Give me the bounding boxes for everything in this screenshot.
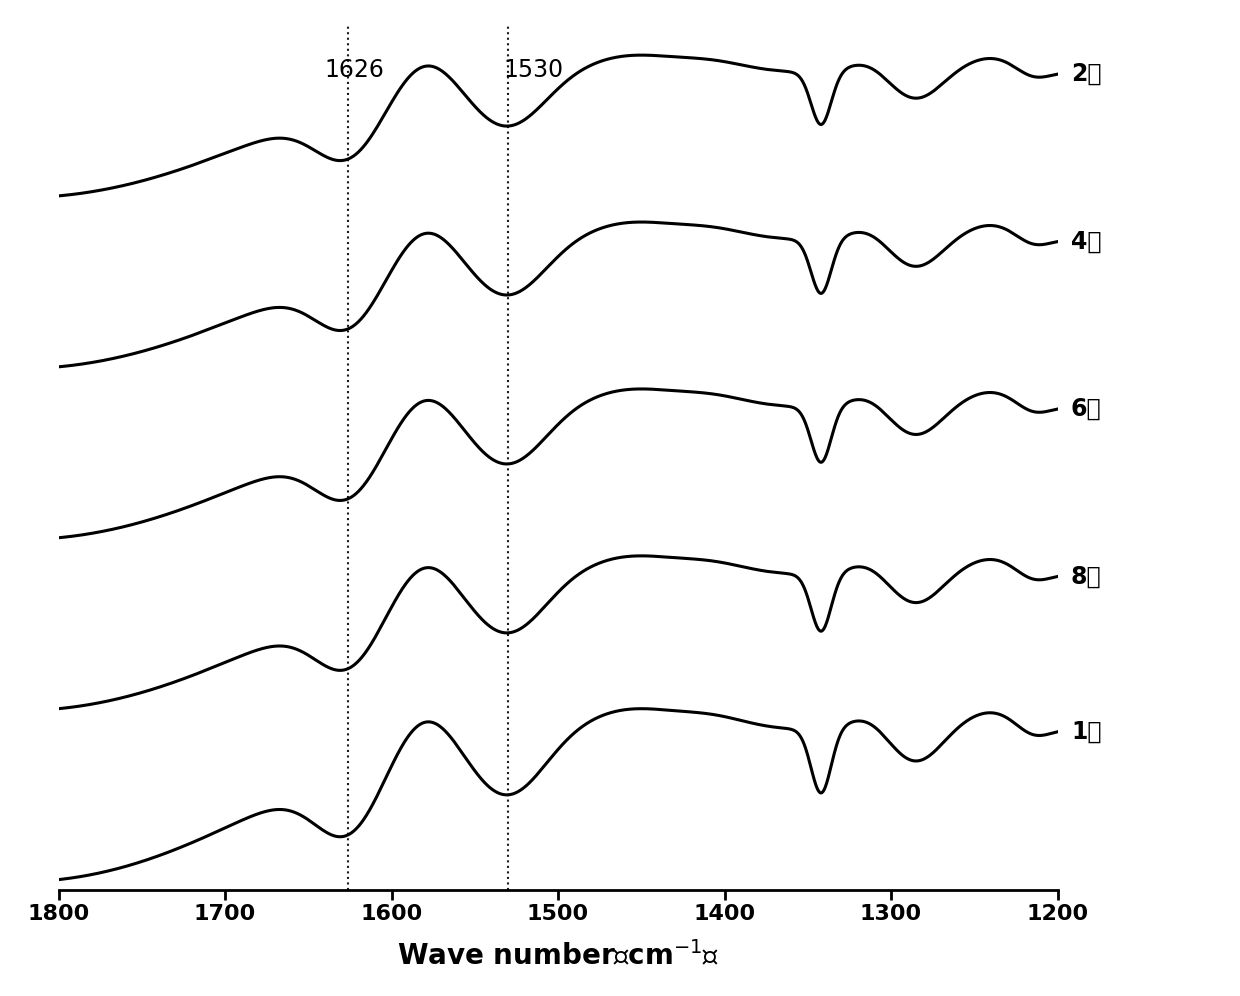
Text: 1万: 1万 xyxy=(1071,720,1101,744)
Text: 6千: 6千 xyxy=(1071,397,1101,421)
Text: 4千: 4千 xyxy=(1071,230,1101,254)
X-axis label: Wave number（cm$^{-1}$）: Wave number（cm$^{-1}$） xyxy=(397,941,719,971)
Text: 2千: 2千 xyxy=(1071,62,1101,86)
Text: 1530: 1530 xyxy=(503,58,563,82)
Text: 1626: 1626 xyxy=(325,59,384,83)
Text: 8千: 8千 xyxy=(1071,565,1101,589)
